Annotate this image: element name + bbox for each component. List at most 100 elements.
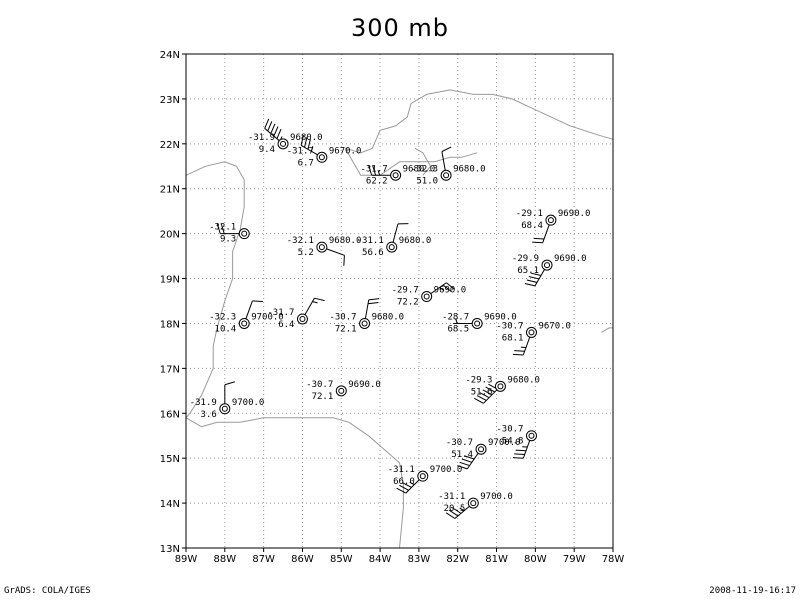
station-dewpoint: 68.4 [521,221,543,231]
wind-barb-feather [399,484,409,491]
station-dewpoint: 68.5 [447,324,469,334]
station-circle [277,138,289,150]
station-circle-inner [470,500,477,507]
wind-barb-feather [512,457,524,459]
wind-barb-feather [270,123,276,134]
y-tick-label: 13N [160,544,180,555]
x-tick-label: 84W [369,554,392,565]
station-circle [421,291,433,303]
station-height: 9700.0 [232,398,265,408]
x-tick-label: 89W [175,554,198,565]
station-circle-inner [299,315,306,322]
station-circle [417,470,429,482]
station-dewpoint: 9.4 [259,145,275,155]
y-tick-label: 21N [160,185,180,196]
wind-barb-feather [474,397,484,404]
station-height: 9690.0 [348,380,381,390]
wind-barb-feather [446,282,455,290]
station-dewpoint: 65.1 [517,266,539,276]
station-circle [440,169,452,181]
wind-barb-feather [512,353,524,356]
wind-barb-feather [276,128,282,139]
station-circle [335,385,347,397]
station-circle [296,313,308,325]
x-tick-label: 78W [602,554,625,565]
station-circle-inner [318,154,325,161]
coastline [185,161,245,419]
station-circle-inner [528,329,535,336]
station-temperature: -29.1 [516,209,543,219]
x-tick-label: 88W [214,554,237,565]
station-dewpoint: 51.6 [471,387,493,397]
y-tick-label: 15N [160,454,180,465]
station-dewpoint: 51.0 [416,176,438,186]
station-dewpoint: 10.4 [215,324,237,334]
station-dewpoint: 56.6 [362,248,384,258]
coastline [185,417,404,549]
station-circle-inner [241,230,248,237]
x-tick-label: 81W [485,554,508,565]
wind-barb-feather [532,241,543,244]
x-tick-label: 80W [524,554,547,565]
station-circle [545,214,557,226]
station-circle-inner [318,244,325,251]
wind-barb-feather [307,139,311,150]
footer-credit: GrADS: COLA/IGES [4,586,91,596]
x-tick-label: 79W [563,554,586,565]
station-temperature: -31.7 [287,146,314,156]
wind-barb-feather [459,461,470,467]
chart-title: 300 mb [350,14,450,42]
station-dewpoint: 66.0 [393,477,415,487]
station-height: 9700.0 [430,465,463,475]
wind-barb-feather [524,282,536,287]
station-circle [219,403,231,415]
wind-barb-feather [445,512,456,519]
wind-barb-feather [343,255,345,266]
station-circle [475,443,487,455]
x-tick-label: 86W [291,554,314,565]
station-circle-inner [443,172,450,179]
wind-barb-feather [441,146,452,153]
wind-barb-half-feather [409,481,415,486]
station-circle-inner [280,140,287,147]
station-circle-inner [544,262,551,269]
station-dewpoint: 3.6 [201,410,217,420]
station-height: 9700.0 [480,492,513,502]
wind-barb-half-feather [459,507,465,512]
station-temperature: -29.9 [512,254,539,264]
coastline [344,148,478,176]
station-dewpoint: 51.4 [451,450,473,460]
wind-barb-feather [224,381,235,386]
wind-barb-feather [368,165,373,176]
wind-barb-feather [482,389,493,396]
station-dewpoint: 72.1 [335,324,357,334]
station-height: 9680.0 [453,164,486,174]
station-temperature: -32.1 [209,223,236,233]
station-circle-inner [547,217,554,224]
wind-barb-feather [367,302,379,305]
station-temperature: -31.9 [190,398,217,408]
station-height: 9670.0 [538,321,571,331]
station-circle-inner [419,473,426,480]
station-temperature: -30.7 [446,438,473,448]
station-height: 9680.0 [372,312,405,322]
station-temperature: -29.7 [392,286,419,296]
station-temperature: -31.1 [357,236,384,246]
coastline [601,327,613,333]
station-circle-inner [221,405,228,412]
station-temperature: -31.7 [361,164,388,174]
station-circle [238,228,250,240]
wind-barb-half-feather [455,318,458,324]
y-tick-label: 17N [160,364,180,375]
station-circle [386,241,398,253]
wind-barb-feather [216,223,221,234]
station-circle [316,241,328,253]
wind-barb-feather [314,297,325,302]
wind-barb-feather [442,284,452,292]
wind-barb-feather [476,395,487,401]
station-temperature: -28.7 [442,312,469,322]
station-temperature: -32.1 [287,236,314,246]
station-temperature: -32.3 [209,312,236,322]
station-height: 9680.0 [329,236,362,246]
